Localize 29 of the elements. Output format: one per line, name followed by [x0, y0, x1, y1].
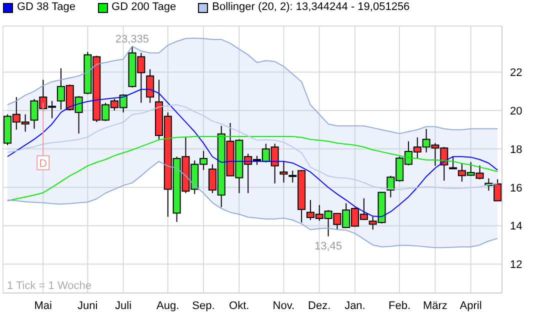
x-tick-label: Sep. [192, 300, 215, 312]
annotation: 13,45 [314, 240, 342, 252]
y-tick-label: 20 [510, 105, 522, 118]
candlestick [280, 160, 288, 184]
x-tick-label: Juni [78, 300, 98, 312]
annotation: 1 Tick = 1 Woche [7, 280, 92, 292]
y-tick-label: 22 [510, 67, 522, 80]
x-tick-label: März [422, 300, 448, 312]
line-series [6, 136, 498, 202]
x-tick-label: Okt. [229, 300, 250, 312]
candlestick [449, 156, 458, 170]
x-tick-label: Aug. [156, 300, 180, 312]
y-tick-label: 12 [510, 259, 522, 272]
annotation: 23,335 [115, 33, 150, 46]
x-tick-label: Juli [115, 300, 132, 312]
y-tick-label: 16 [510, 182, 522, 194]
y-tick-label: 18 [510, 144, 522, 156]
x-tick-label: Dez. [308, 300, 331, 312]
legend-label: Bollinger (20, 2): 13,344244 - 19,051256 [212, 1, 410, 14]
y-tick-label: 14 [510, 220, 522, 233]
legend-label: GD 200 Tage [112, 1, 176, 14]
x-tick-label: Mai [34, 300, 52, 312]
candlestick [146, 68, 154, 104]
x-tick-label: Jan. [344, 300, 366, 312]
x-tick-label: Feb. [388, 300, 411, 312]
legend-label: GD 38 Tage [17, 1, 76, 14]
x-tick-label: Nov. [272, 300, 295, 312]
x-tick-label: April [460, 300, 482, 312]
annotation: D [39, 158, 48, 170]
